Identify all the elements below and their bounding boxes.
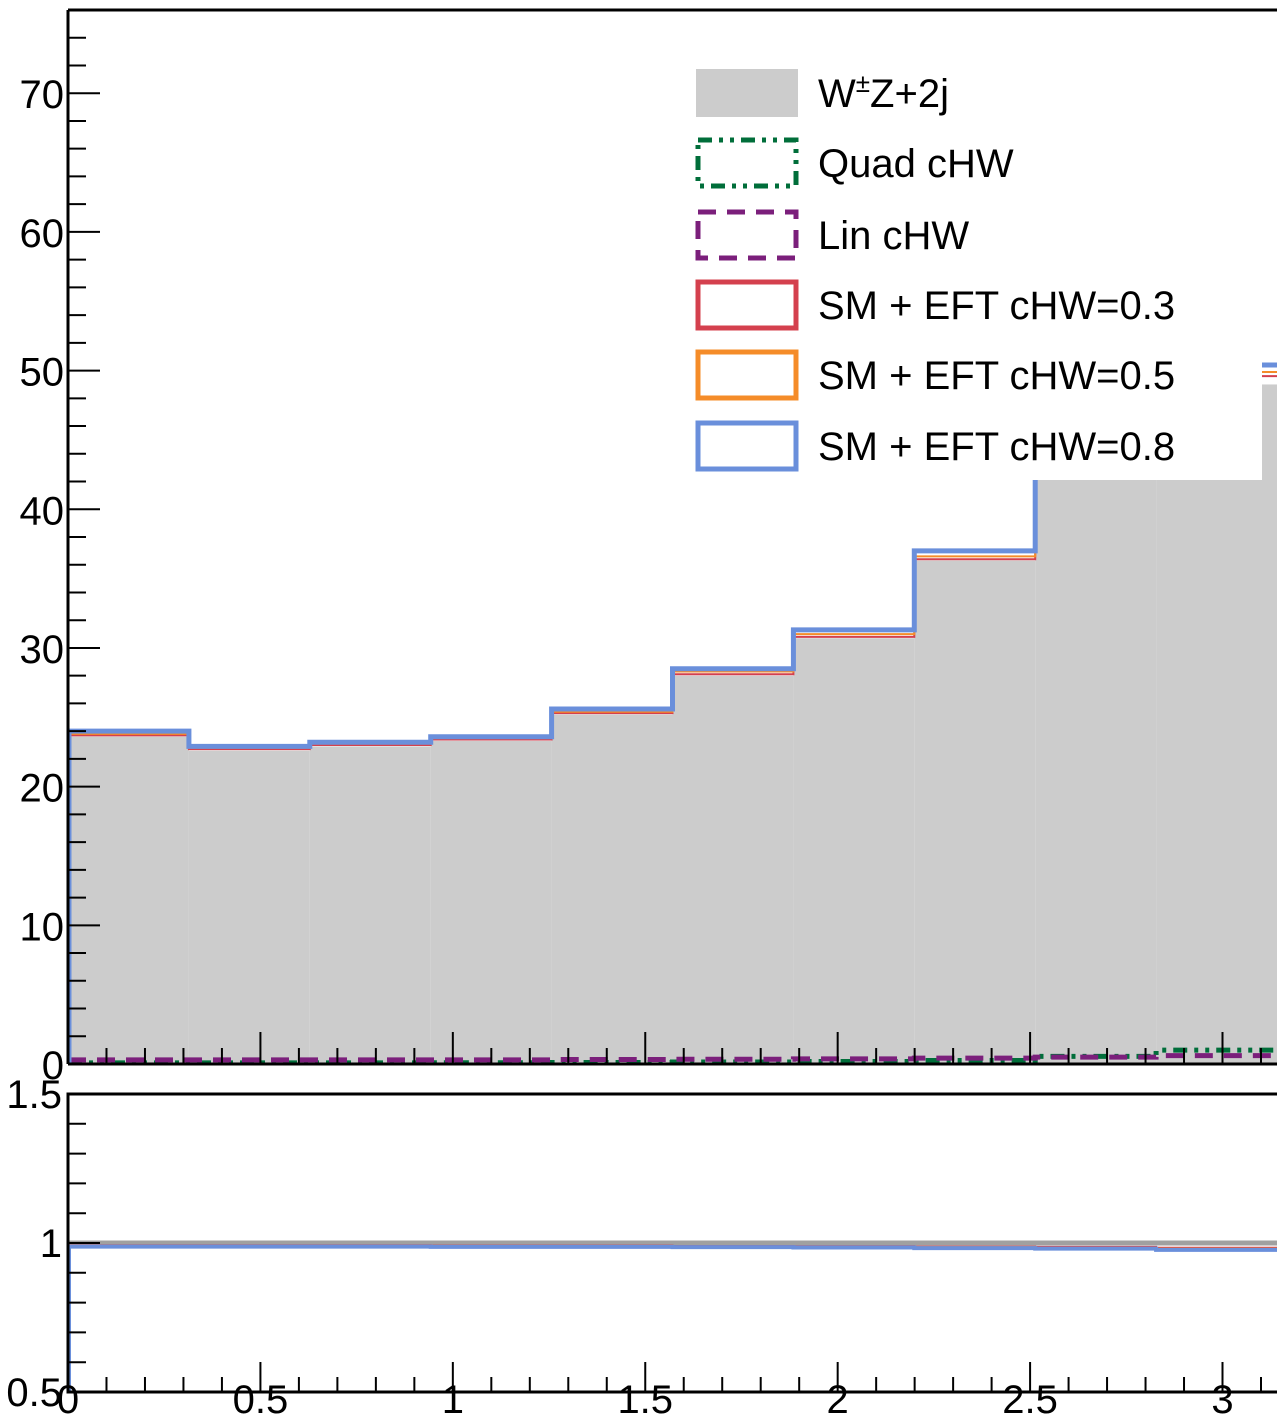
ratio-y-tick-label: 1 [40,1222,62,1266]
legend-label: SM + EFT cHW=0.5 [818,354,1175,398]
x-tick-label: 0 [57,1378,79,1418]
y-tick-label: 40 [20,489,65,533]
histogram-bar [672,675,794,1064]
y-tick-label: 20 [20,767,65,811]
histogram-bar [188,750,310,1064]
legend-background [680,60,1262,480]
legend-swatch [695,209,799,261]
y-tick-label: 70 [20,73,65,117]
y-tick-label: 30 [20,628,65,672]
legend-swatch [695,279,799,331]
x-tick-label: 1.5 [617,1378,673,1418]
ratio-series-line [68,1244,1277,1252]
legend: W±Z+2j Quad cHW Lin cHW SM + EFT cHW=0.3 SM … [680,60,1262,480]
legend-label: SM + EFT cHW=0.8 [818,425,1175,469]
x-tick-label: 3 [1211,1378,1233,1418]
legend-swatch [696,69,798,117]
ratio-y-tick-label: 1.5 [6,1073,62,1117]
y-tick-label: 0 [42,1044,64,1088]
legend-label-part: W [818,72,856,116]
histogram-bar [1156,384,1277,1064]
x-tick-label: 2.5 [1002,1378,1058,1418]
legend-label: Lin cHW [818,214,969,258]
histogram-bar [793,638,915,1064]
x-tick-label: 2 [827,1378,849,1418]
legend-label: SM + EFT cHW=0.3 [818,284,1175,328]
histogram-bar [68,736,189,1064]
histogram-bar [1035,426,1157,1065]
y-tick-label: 10 [20,905,65,949]
legend-label-part: Z+2j [870,72,949,116]
legend-swatch [695,349,799,401]
ratio-y-tick-label: 0.5 [6,1371,62,1415]
legend-label-superscript: ± [856,68,870,98]
ratio-panel: 0.511.50 0.5 1 1.5 2 2.5 3 [6,1073,1277,1418]
histogram-bar [309,746,431,1064]
main-panel: 0 10 20 30 40 50 60 70 [20,8,1277,1088]
legend-swatch [695,137,799,189]
legend-swatch [695,420,799,472]
y-tick-label: 60 [20,212,65,256]
y-tick-label: 50 [20,351,65,395]
series-line [68,1053,1277,1063]
x-tick-label: 1 [442,1378,464,1418]
histogram-bar [430,740,552,1064]
histogram-bar [914,560,1036,1064]
histogram-bar [551,714,673,1064]
legend-label: Quad cHW [818,142,1014,186]
legend-label: W±Z+2j [818,68,949,116]
x-tick-label: 0.5 [233,1378,289,1418]
